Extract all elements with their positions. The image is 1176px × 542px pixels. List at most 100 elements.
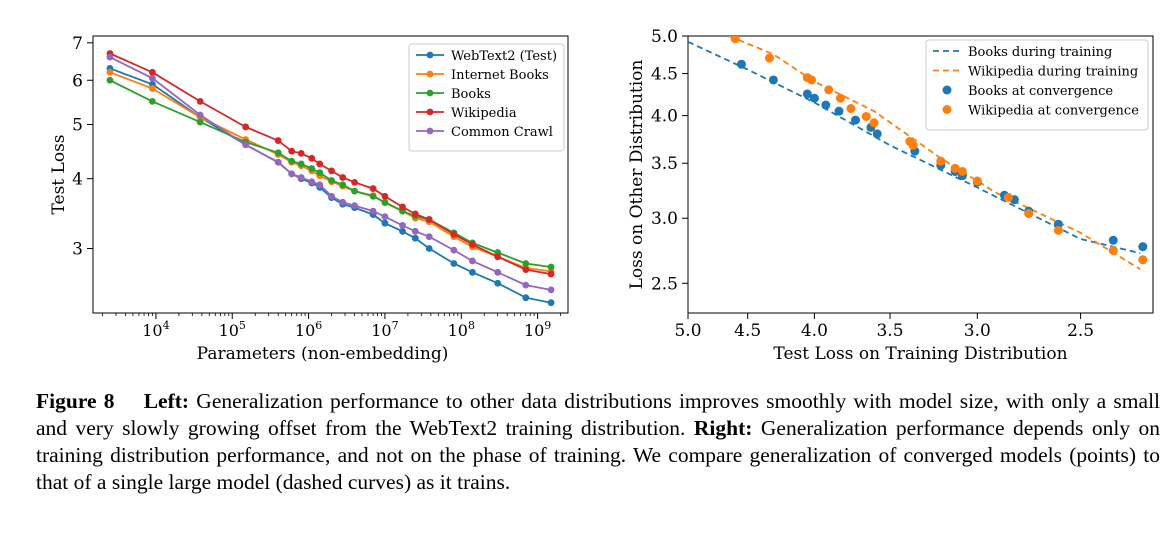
legend-marker bbox=[942, 85, 952, 95]
series-wikipedia-during-training bbox=[728, 36, 1141, 271]
legend-marker bbox=[426, 108, 434, 116]
data-point bbox=[149, 74, 156, 82]
x-axis-label: Parameters (non-embedding) bbox=[197, 344, 449, 364]
data-point bbox=[149, 68, 156, 76]
x-tick-exponent: 5 bbox=[239, 319, 246, 332]
data-point bbox=[802, 89, 812, 99]
legend-marker bbox=[426, 127, 434, 135]
data-point bbox=[316, 160, 324, 168]
figure-caption: Figure 8 Left: Generalization performanc… bbox=[36, 388, 1160, 496]
x-tick-label: 4.0 bbox=[801, 321, 828, 341]
series-line bbox=[109, 52, 552, 275]
data-point bbox=[869, 118, 879, 128]
y-axis-label: Loss on Other Distribution bbox=[627, 60, 647, 290]
data-point bbox=[106, 68, 114, 76]
data-point bbox=[308, 154, 316, 162]
data-point bbox=[339, 174, 347, 181]
data-point bbox=[850, 115, 860, 125]
series-dashed-line bbox=[728, 36, 1141, 271]
data-point bbox=[494, 279, 502, 287]
y-tick-label: 4.5 bbox=[651, 65, 678, 85]
x-tick-label: 109 bbox=[524, 319, 551, 340]
legend-label: Wikipedia bbox=[451, 106, 517, 121]
data-point bbox=[547, 286, 555, 294]
x-tick-label: 107 bbox=[371, 319, 398, 340]
data-point bbox=[288, 147, 296, 155]
x-tick-label: 3.0 bbox=[964, 321, 991, 341]
data-point bbox=[411, 227, 419, 235]
data-point bbox=[450, 230, 458, 238]
data-point bbox=[381, 213, 389, 221]
data-point bbox=[824, 85, 834, 95]
data-point bbox=[381, 219, 389, 227]
data-point bbox=[369, 192, 377, 200]
data-point bbox=[274, 137, 282, 144]
data-point bbox=[308, 165, 316, 172]
data-point bbox=[908, 140, 918, 150]
caption-left-label: Left: bbox=[143, 389, 190, 413]
y-tick-label: 2.5 bbox=[651, 274, 678, 294]
data-point bbox=[809, 93, 819, 103]
x-tick-exponent: 7 bbox=[392, 319, 399, 332]
data-point bbox=[807, 75, 817, 85]
data-point bbox=[106, 76, 114, 84]
data-point bbox=[469, 268, 476, 276]
series-books bbox=[106, 76, 555, 271]
legend-label: WebText2 (Test) bbox=[451, 49, 557, 64]
data-point bbox=[522, 266, 530, 274]
y-tick-label: 7 bbox=[72, 34, 83, 54]
x-tick-base: 10 bbox=[371, 321, 391, 340]
x-axis-label: Test Loss on Training Distribution bbox=[773, 344, 1067, 364]
x-tick-exponent: 4 bbox=[163, 319, 170, 332]
legend-frame bbox=[408, 43, 565, 152]
data-point bbox=[950, 163, 960, 173]
legend-label: Wikipedia during training bbox=[968, 65, 1138, 80]
x-tick-base: 10 bbox=[142, 321, 162, 340]
data-point bbox=[369, 207, 377, 215]
data-point bbox=[522, 260, 530, 267]
series-common-crawl bbox=[106, 53, 555, 294]
data-point bbox=[316, 169, 324, 177]
data-point bbox=[196, 111, 204, 119]
series-dashed-line bbox=[688, 40, 1141, 255]
data-point bbox=[369, 185, 377, 192]
data-point bbox=[308, 178, 316, 186]
data-point bbox=[328, 177, 335, 184]
x-tick-label: 3.5 bbox=[876, 321, 903, 341]
data-point bbox=[494, 268, 502, 276]
y-tick-label: 4.0 bbox=[651, 107, 678, 127]
data-point bbox=[242, 141, 250, 149]
x-tick-exponent: 9 bbox=[544, 319, 551, 332]
data-point bbox=[381, 192, 389, 200]
legend-marker bbox=[426, 70, 434, 78]
data-point bbox=[522, 294, 530, 302]
legend: WebText2 (Test) Internet Books Books Wikipe… bbox=[408, 43, 565, 152]
data-point bbox=[399, 221, 406, 229]
data-point bbox=[547, 263, 555, 271]
data-point bbox=[149, 97, 156, 105]
legend-frame bbox=[925, 39, 1149, 131]
data-point bbox=[411, 234, 419, 242]
legend-label: Books bbox=[451, 87, 491, 102]
data-point bbox=[494, 253, 502, 261]
data-point bbox=[411, 210, 419, 218]
data-point bbox=[1003, 192, 1013, 202]
y-tick-label: 3.5 bbox=[651, 154, 678, 174]
data-point bbox=[764, 53, 774, 63]
data-point bbox=[469, 241, 476, 248]
data-point bbox=[339, 198, 347, 206]
data-point bbox=[351, 202, 358, 210]
y-tick-label: 4 bbox=[72, 170, 83, 190]
x-tick-label: 5.0 bbox=[674, 321, 701, 341]
caption-right-label: Right: bbox=[693, 416, 753, 440]
data-point bbox=[196, 97, 204, 105]
data-point bbox=[425, 233, 433, 241]
data-point bbox=[297, 160, 305, 168]
data-point bbox=[351, 178, 358, 186]
series-wikipedia-at-convergence bbox=[730, 36, 1148, 265]
x-tick-base: 10 bbox=[524, 321, 544, 340]
data-point bbox=[1053, 225, 1063, 235]
data-point bbox=[288, 170, 296, 178]
data-point bbox=[288, 157, 296, 165]
